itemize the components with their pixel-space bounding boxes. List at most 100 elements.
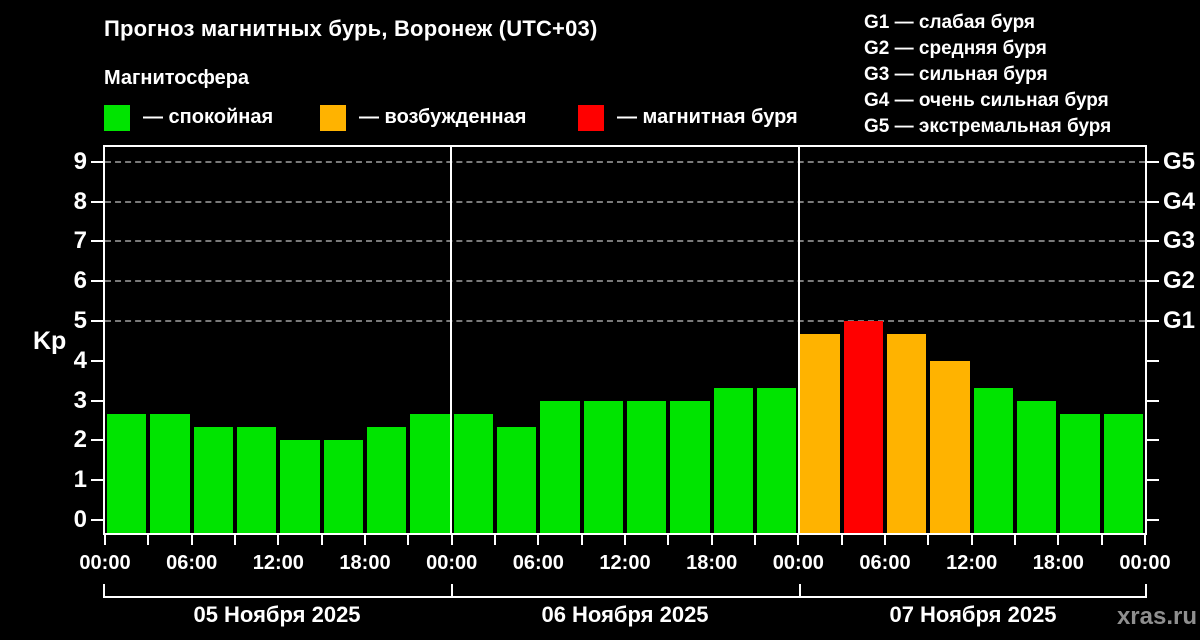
x-axis-tick [364, 535, 366, 545]
y-axis-tick [91, 280, 103, 283]
x-axis-tick [190, 535, 193, 545]
y-axis-tick [1147, 399, 1159, 402]
g-level-label: G3 [1163, 227, 1196, 255]
gridline [105, 160, 1145, 163]
kp-bar [1103, 413, 1143, 533]
g-level-label: G5 [1163, 147, 1196, 175]
kp-bar [453, 413, 493, 533]
x-axis-tick [840, 535, 843, 545]
x-axis-tick [1057, 535, 1060, 545]
date-label: 06 Ноября 2025 [541, 602, 709, 627]
gridline [105, 320, 1145, 322]
x-tick-label: 18:00 [1032, 552, 1084, 574]
legend-item-excited: — возбужденная [320, 104, 526, 131]
x-tick-label: 12:00 [252, 552, 304, 574]
y-axis-tick [1147, 479, 1159, 482]
x-axis-tick [277, 535, 280, 545]
legend-label-quiet: — спокойная [143, 106, 274, 128]
x-tick-label: 00:00 [79, 552, 131, 574]
x-tick-label: 00:00 [1119, 552, 1171, 574]
legend-item-storm: — магнитная буря [578, 104, 798, 131]
kp-bar [150, 413, 190, 533]
watermark: xras.ru [1116, 603, 1197, 630]
x-axis-tick [970, 535, 973, 545]
kp-bar [930, 360, 970, 533]
y-tick-label: 9 [73, 147, 87, 175]
date-axis [103, 596, 1147, 598]
y-axis-tick [91, 359, 103, 362]
date-axis-tick [451, 584, 453, 596]
y-axis-tick [91, 399, 103, 402]
x-axis-tick [1144, 535, 1146, 545]
kp-bar [367, 427, 407, 533]
y-axis-tick [1147, 439, 1159, 442]
y-axis-tick [91, 240, 103, 243]
y-tick-label: 5 [73, 307, 87, 334]
legend-item-quiet: — спокойная [104, 104, 273, 131]
y-tick-label: 7 [73, 227, 87, 255]
y-axis-tick [1147, 320, 1159, 322]
gridline [105, 200, 1145, 203]
kp-bar [800, 334, 840, 533]
storm-scale-g2: G2 — средняя буря [864, 38, 1047, 59]
x-axis-tick [580, 535, 583, 545]
date-axis-tick [103, 584, 105, 596]
y-tick-label: 3 [73, 386, 87, 414]
y-tick-label: 8 [73, 187, 87, 215]
y-tick-label: 1 [73, 466, 87, 494]
y-axis-tick [1147, 160, 1159, 163]
x-axis-tick [884, 535, 886, 545]
g-level-label: G2 [1163, 267, 1196, 295]
kp-bar [583, 400, 623, 533]
x-axis-tick [624, 535, 626, 545]
storm-scale-g5: G5 — экстремальная буря [864, 116, 1112, 137]
kp-bar [497, 427, 537, 533]
date-axis-tick [799, 584, 801, 596]
x-axis-tick [537, 535, 540, 545]
x-tick-label: 00:00 [772, 552, 824, 574]
y-tick-label: 2 [73, 426, 87, 454]
x-axis-tick [927, 535, 930, 545]
kp-bar [193, 427, 233, 533]
x-tick-label: 06:00 [859, 552, 911, 574]
storm-scale-g4: G4 — очень сильная буря [864, 90, 1109, 111]
y-axis-tick [1147, 240, 1159, 243]
storm-scale-g1: G1 — слабая буря [864, 12, 1036, 33]
x-tick-label: 18:00 [339, 552, 391, 574]
day-separator [798, 147, 800, 533]
storm-scale-g3: G3 — сильная буря [864, 64, 1048, 85]
kp-bar [757, 387, 797, 533]
x-axis-tick [797, 535, 800, 545]
date-label: 07 Ноября 2025 [889, 602, 1057, 627]
kp-bar [237, 427, 277, 533]
kp-bar [843, 321, 883, 533]
x-axis-tick [104, 535, 106, 545]
page-title: Прогноз магнитных бурь, Воронеж (UTC+03) [104, 16, 598, 41]
kp-bar [713, 387, 753, 533]
x-tick-label: 06:00 [166, 552, 218, 574]
kp-bar [410, 413, 450, 533]
x-axis-tick [450, 535, 453, 545]
y-axis-tick [91, 320, 103, 322]
x-tick-label: 06:00 [512, 552, 564, 574]
storm-scale-legend: G1 — слабая буря G2 — средняя буря G3 — … [864, 10, 1111, 140]
x-axis-tick [147, 535, 150, 545]
x-axis-tick [710, 535, 713, 545]
x-axis-tick [234, 535, 236, 545]
y-axis-tick [91, 479, 103, 482]
g-level-label: G1 [1163, 307, 1196, 334]
gridline [105, 280, 1145, 283]
kp-bar [1060, 413, 1100, 533]
x-tick-label: 12:00 [599, 552, 651, 574]
date-axis-tick [1145, 584, 1147, 596]
x-axis-tick [320, 535, 323, 545]
kp-bar [540, 400, 580, 533]
y-axis-tick [91, 160, 103, 163]
x-axis-tick [494, 535, 496, 545]
day-separator [450, 147, 452, 533]
y-tick-label: 6 [73, 267, 87, 295]
y-tick-label: 4 [73, 346, 87, 374]
x-axis-tick [754, 535, 756, 545]
